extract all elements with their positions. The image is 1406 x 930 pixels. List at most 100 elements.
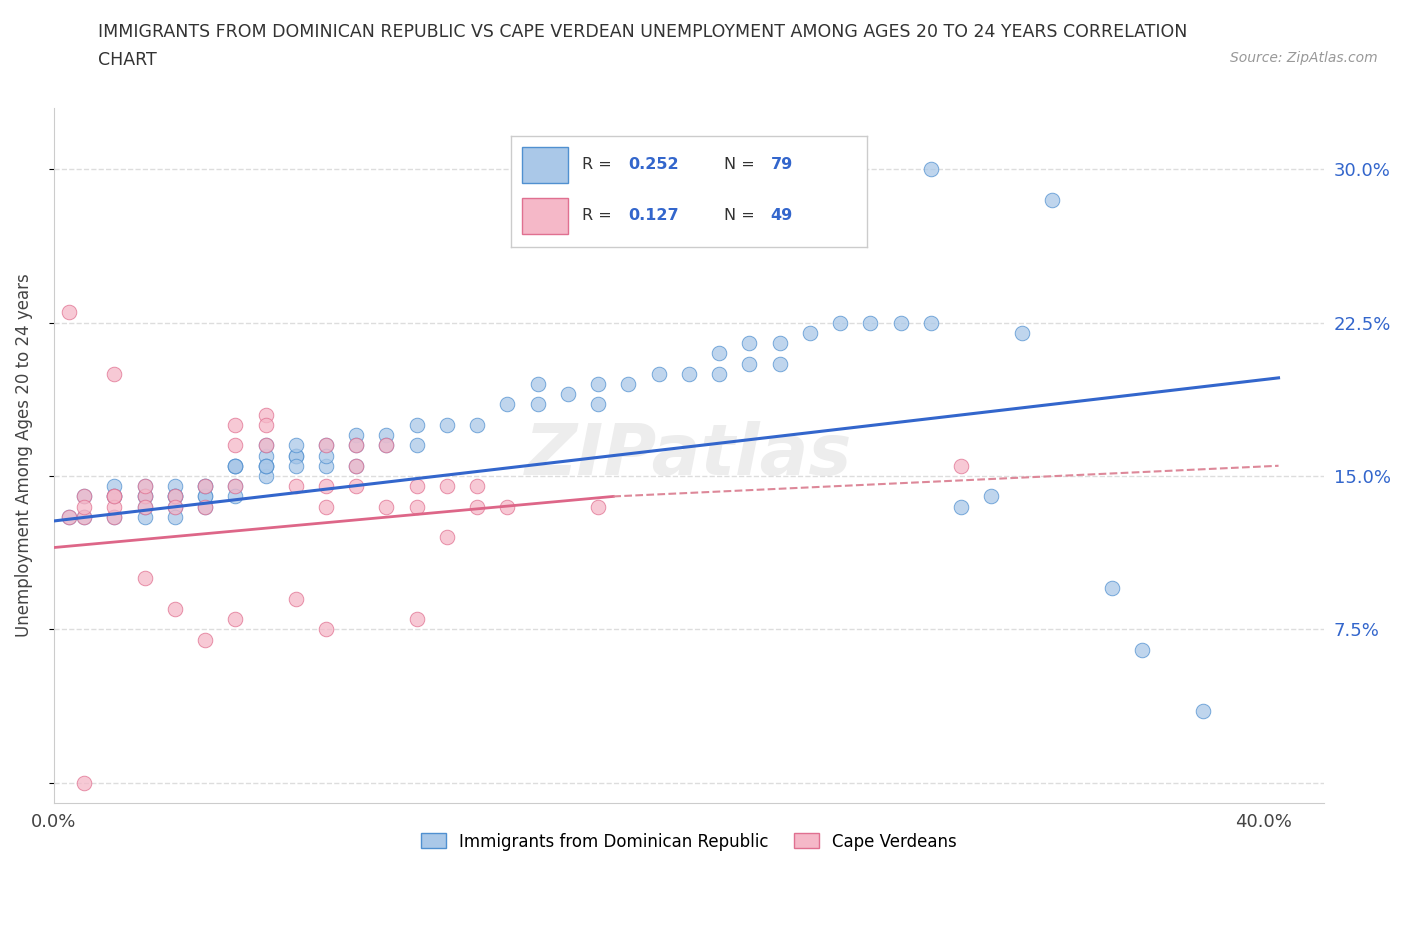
Point [344,438,367,453]
Point [163,499,186,514]
Point [254,469,277,484]
Point [1101,581,1123,596]
Point [707,366,730,381]
Point [194,489,217,504]
Point [344,458,367,473]
Point [254,458,277,473]
Point [436,418,458,432]
Point [73,510,96,525]
Point [224,438,246,453]
Point [194,479,217,494]
Point [134,489,156,504]
Text: CHART: CHART [98,51,157,69]
Point [768,336,790,351]
Point [344,438,367,453]
Point [465,499,488,514]
Point [194,499,217,514]
Point [707,346,730,361]
Point [1132,643,1154,658]
Point [405,438,427,453]
Point [344,458,367,473]
Text: ZIPatlas: ZIPatlas [526,421,852,490]
Point [315,458,337,473]
Point [465,479,488,494]
Point [284,448,307,463]
Point [254,448,277,463]
Point [103,510,125,525]
Point [465,418,488,432]
Point [103,489,125,504]
Point [375,438,398,453]
Point [254,458,277,473]
Point [254,438,277,453]
Point [134,479,156,494]
Point [254,418,277,432]
Point [920,162,942,177]
Point [586,397,609,412]
Point [134,571,156,586]
Point [405,418,427,432]
Point [163,479,186,494]
Point [738,336,761,351]
Point [254,458,277,473]
Point [315,448,337,463]
Point [315,438,337,453]
Point [647,366,669,381]
Point [103,489,125,504]
Point [768,356,790,371]
Point [224,489,246,504]
Point [103,510,125,525]
Point [254,407,277,422]
Point [1011,326,1033,340]
Point [194,479,217,494]
Point [224,458,246,473]
Point [284,458,307,473]
Point [163,499,186,514]
Point [586,377,609,392]
Point [163,489,186,504]
Point [134,479,156,494]
Point [375,428,398,443]
Point [134,489,156,504]
Text: IMMIGRANTS FROM DOMINICAN REPUBLIC VS CAPE VERDEAN UNEMPLOYMENT AMONG AGES 20 TO: IMMIGRANTS FROM DOMINICAN REPUBLIC VS CA… [98,23,1188,41]
Point [950,499,973,514]
Point [224,479,246,494]
Point [375,438,398,453]
Point [738,356,761,371]
Point [103,366,125,381]
Point [194,632,217,647]
Legend: Immigrants from Dominican Republic, Cape Verdeans: Immigrants from Dominican Republic, Cape… [415,826,963,857]
Point [134,510,156,525]
Point [73,489,96,504]
Point [557,203,579,218]
Point [799,326,821,340]
Point [586,499,609,514]
Point [315,622,337,637]
Point [496,397,519,412]
Point [890,315,912,330]
Point [859,315,882,330]
Text: Source: ZipAtlas.com: Source: ZipAtlas.com [1230,51,1378,65]
Point [254,438,277,453]
Point [194,489,217,504]
Point [405,499,427,514]
Point [436,479,458,494]
Point [224,458,246,473]
Point [557,387,579,402]
Point [194,499,217,514]
Point [315,499,337,514]
Point [617,377,640,392]
Point [315,438,337,453]
Point [224,458,246,473]
Point [163,489,186,504]
Point [58,305,80,320]
Point [134,499,156,514]
Point [194,479,217,494]
Point [526,397,548,412]
Point [284,591,307,606]
Point [103,499,125,514]
Point [950,458,973,473]
Point [1192,704,1215,719]
Point [224,479,246,494]
Point [496,499,519,514]
